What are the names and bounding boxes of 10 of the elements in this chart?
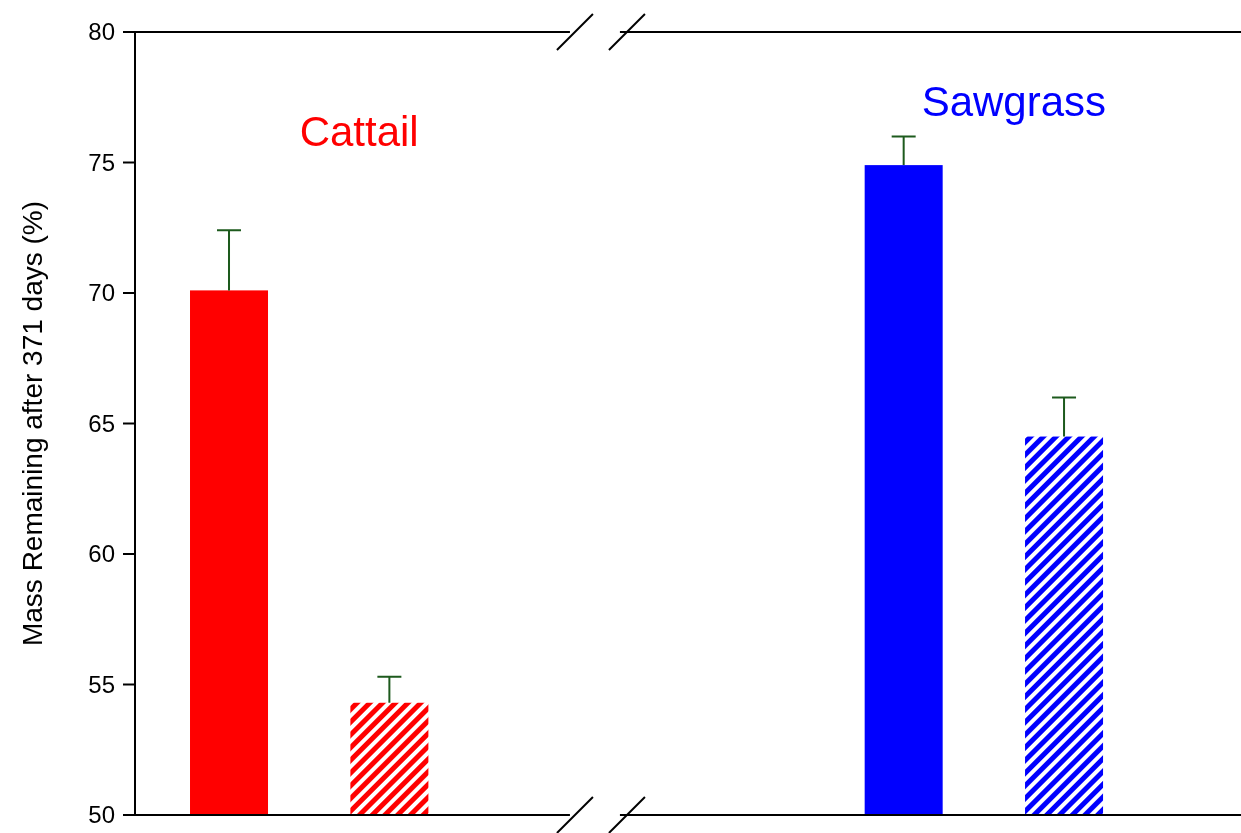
y-axis-title: Mass Remaining after 371 days (%) [17,200,48,647]
y-tick-label: 50 [88,801,115,829]
annotation: Sawgrass [921,78,1107,125]
annotation: Cattail [299,108,419,155]
y-tick-label: 60 [88,540,115,568]
y-tick-label: 75 [88,148,115,176]
y-tick-label: 65 [88,409,115,437]
y-tick-label: 70 [88,279,115,307]
y-tick-label: 55 [88,670,115,698]
y-tick-label: 80 [88,18,115,46]
